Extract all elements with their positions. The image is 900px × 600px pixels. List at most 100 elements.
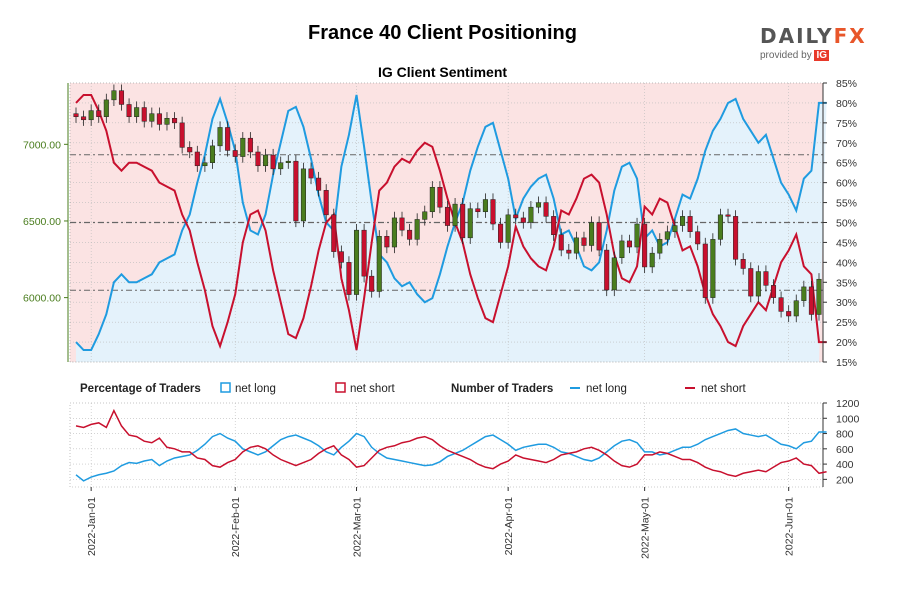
logo-daily-text: DAILY xyxy=(760,24,834,48)
chart-subtitle: IG Client Sentiment xyxy=(377,64,508,80)
right-tick-label: 25% xyxy=(836,317,857,329)
candle-body xyxy=(156,113,162,125)
candle-body xyxy=(695,231,701,245)
candle-body xyxy=(778,297,784,312)
candle-body xyxy=(748,268,754,297)
candle-body xyxy=(733,216,739,260)
candle-body xyxy=(263,154,269,167)
x-tick-label: 2022-Mar-01 xyxy=(352,497,364,557)
legend: Percentage of Traders net long net short… xyxy=(80,382,747,395)
candle-body xyxy=(482,199,488,213)
traders-tick-label: 400 xyxy=(836,459,854,471)
candle-body xyxy=(467,208,473,239)
x-axis: 2022-Jan-01 2022-Feb-01 2022-Mar-01 2022-Ap… xyxy=(86,487,796,559)
candle-body xyxy=(581,237,587,246)
candle-body xyxy=(498,223,504,243)
candle-body xyxy=(126,104,132,117)
candle-body xyxy=(308,168,314,179)
candle-body xyxy=(422,211,428,220)
legend-pct-short: net short xyxy=(350,383,396,395)
candle-body xyxy=(346,262,352,295)
candle-body xyxy=(81,116,87,121)
right-tick-label: 35% xyxy=(836,277,857,289)
candle-body xyxy=(293,160,299,222)
right-tick-label: 20% xyxy=(836,337,857,349)
candle-body xyxy=(725,214,731,217)
candle-body xyxy=(490,199,496,225)
left-tick-label: 6500.00 xyxy=(23,216,61,228)
candle-body xyxy=(149,113,155,122)
candle-body xyxy=(566,249,572,254)
traders-tick-label: 1200 xyxy=(836,398,860,410)
candle-body xyxy=(444,206,451,226)
right-tick-label: 15% xyxy=(836,357,857,369)
right-tick-label: 30% xyxy=(836,297,857,309)
candle-body xyxy=(437,186,443,208)
candle-body xyxy=(285,160,291,163)
candle-body xyxy=(770,285,777,298)
candle-body xyxy=(369,275,375,292)
right-tick-label: 40% xyxy=(836,257,857,269)
candle-body xyxy=(399,217,405,231)
traders-net-short-line xyxy=(75,408,827,478)
candle-body xyxy=(232,150,238,157)
main-panel: 7000.00 6500.00 6000.00 85% 80% 75% 70% 65% 60% 5… xyxy=(23,78,857,369)
candle-body xyxy=(187,147,193,153)
candle-body xyxy=(141,107,147,122)
x-tick-label: 2022-Feb-01 xyxy=(230,497,242,557)
candle-body xyxy=(763,271,769,286)
candle-body xyxy=(634,223,640,248)
candle-body xyxy=(88,110,94,121)
right-tick-label: 85% xyxy=(836,78,857,90)
candle-body xyxy=(194,151,200,167)
x-tick-label: 2022-Jun-01 xyxy=(784,497,796,556)
candle-body xyxy=(573,237,579,254)
candle-body xyxy=(626,240,632,248)
candle-body xyxy=(209,145,215,163)
candle-body xyxy=(316,177,322,191)
candle-body xyxy=(225,127,231,151)
net-short-pct-line xyxy=(75,93,827,351)
candle-body xyxy=(300,168,306,222)
candle-body xyxy=(801,286,807,301)
candle-body xyxy=(111,90,117,101)
legend-num-long: net long xyxy=(586,383,627,395)
candle-body xyxy=(353,229,360,295)
candle-body xyxy=(179,122,185,148)
candle-body xyxy=(278,162,284,170)
candle-body xyxy=(611,257,617,291)
chart-title: France 40 Client Positioning xyxy=(308,22,577,44)
long-area-fill xyxy=(76,94,827,362)
candle-body xyxy=(543,202,549,217)
candle-body xyxy=(702,243,708,298)
candle-body xyxy=(361,229,367,277)
candle-body xyxy=(164,118,170,125)
candle-body xyxy=(513,214,519,219)
candle-body xyxy=(475,208,481,213)
left-tick-label: 7000.00 xyxy=(23,139,61,151)
candle-body xyxy=(217,127,223,147)
traders-tick-label: 200 xyxy=(836,474,854,486)
candle-body xyxy=(793,300,799,317)
legend-pct-long-swatch xyxy=(220,382,231,393)
candle-body xyxy=(528,206,534,223)
legend-pct-long: net long xyxy=(235,383,276,395)
right-tick-label: 80% xyxy=(836,98,857,110)
traders-tick-label: 800 xyxy=(836,429,854,441)
candle-body xyxy=(808,286,814,315)
candle-body xyxy=(551,216,557,236)
x-tick-label: 2022-May-01 xyxy=(640,497,652,559)
candle-body xyxy=(589,222,595,246)
candle-body xyxy=(414,219,420,240)
candle-body xyxy=(642,223,648,268)
candle-body xyxy=(664,231,670,240)
right-tick-label: 75% xyxy=(836,118,857,130)
traders-net-long-line xyxy=(75,428,827,482)
candle-body xyxy=(452,203,458,226)
candle-body xyxy=(619,240,625,259)
right-tick-label: 65% xyxy=(836,158,857,170)
x-tick-label: 2022-Apr-01 xyxy=(503,497,515,556)
candle-body xyxy=(740,259,746,269)
candle-body xyxy=(323,190,329,216)
